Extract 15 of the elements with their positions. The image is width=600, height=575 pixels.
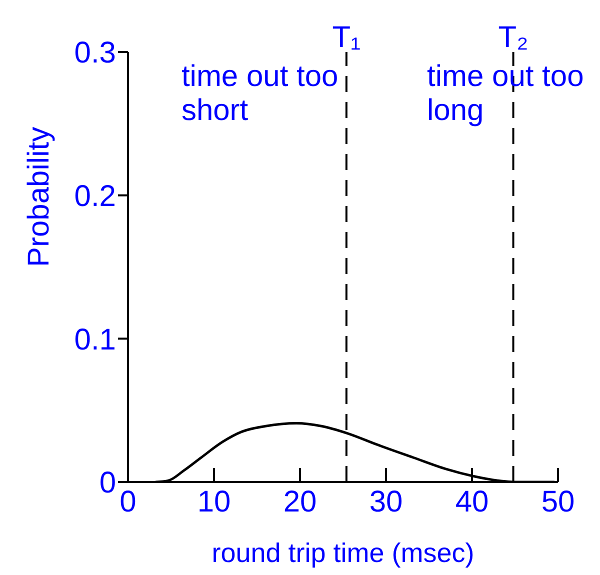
x-tick-label: 30 — [369, 485, 403, 518]
x-tick-label: 0 — [120, 485, 136, 518]
x-tick-label: 50 — [541, 485, 575, 518]
x-axis-title: round trip time (msec) — [212, 538, 474, 568]
annotation: time out too long — [427, 60, 585, 128]
x-tick-label: 20 — [283, 485, 317, 518]
ref-line-label: T₁ — [332, 21, 361, 54]
annotation: time out too short — [181, 60, 340, 128]
y-axis-title: Probability — [22, 126, 56, 267]
y-tick-label: 0.1 — [74, 323, 116, 356]
y-tick-label: 0.2 — [74, 180, 116, 213]
y-tick-label: 0.3 — [74, 36, 116, 70]
x-tick-label: 40 — [455, 485, 489, 518]
x-tick-label: 10 — [197, 485, 231, 518]
ref-line-label: T₂ — [498, 21, 528, 54]
